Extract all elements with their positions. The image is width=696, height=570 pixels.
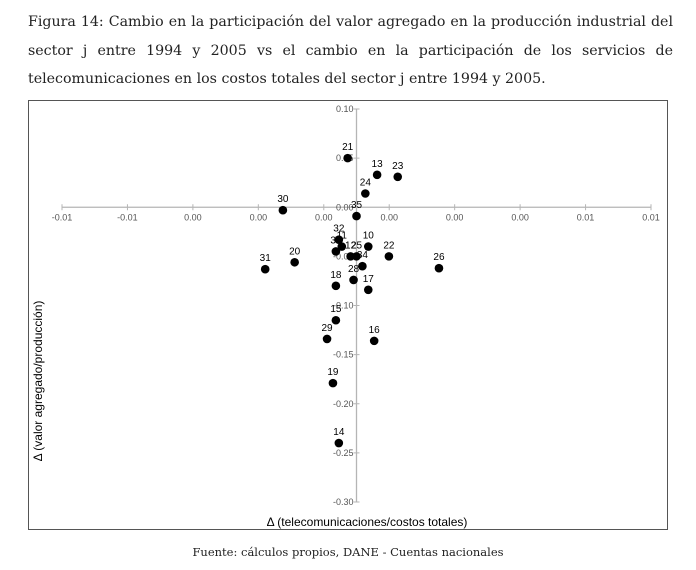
data-point-33 <box>331 247 341 256</box>
data-label-10: 10 <box>363 231 375 242</box>
x-tick-label: -0.01 <box>117 212 138 222</box>
y-tick-label: -0.10 <box>333 301 354 311</box>
data-point-16 <box>369 336 379 346</box>
data-label-29: 29 <box>321 323 333 334</box>
figure-source: Fuente: cálculos propios, DANE - Cuentas… <box>192 545 504 559</box>
data-label-12: 12 <box>345 240 357 251</box>
data-label-17: 17 <box>363 274 375 285</box>
y-axis-label: Δ (valor agregado/producción) <box>31 301 45 462</box>
data-point-32 <box>334 235 344 244</box>
data-point-21 <box>343 153 352 163</box>
y-tick-label: -0.25 <box>333 448 354 458</box>
x-tick-label: 0.00 <box>446 212 464 222</box>
data-label-30: 30 <box>277 194 289 205</box>
data-label-15: 15 <box>330 304 342 315</box>
data-point-18 <box>331 281 341 291</box>
data-label-34: 34 <box>357 250 369 261</box>
y-tick-label: -0.20 <box>333 399 354 409</box>
data-label-26: 26 <box>433 252 445 263</box>
y-tick-label: -0.30 <box>333 497 354 507</box>
x-tick-label: 0.00 <box>250 212 268 222</box>
data-label-31: 31 <box>260 253 272 264</box>
x-tick-label: 0.01 <box>577 212 595 222</box>
data-point-31 <box>260 264 270 274</box>
data-point-23 <box>393 172 403 182</box>
data-point-17 <box>363 285 373 295</box>
data-point-26 <box>434 263 444 273</box>
data-label-22: 22 <box>383 240 395 251</box>
x-tick-label: 0.00 <box>511 212 529 222</box>
data-point-34 <box>358 261 367 271</box>
data-label-23: 23 <box>392 161 404 172</box>
data-point-24 <box>361 189 370 198</box>
data-label-28: 28 <box>348 264 360 275</box>
data-point-29 <box>322 334 332 344</box>
y-tick-label: -0.15 <box>333 350 354 360</box>
data-label-13: 13 <box>372 159 384 170</box>
figure-caption: Figura 14: Cambio en la participación de… <box>28 14 673 87</box>
data-point-15 <box>331 315 341 325</box>
x-tick-label: -0.01 <box>52 212 73 222</box>
x-axis-label: Δ (telecomunicaciones/costos totales) <box>267 515 468 529</box>
data-label-32: 32 <box>333 224 345 235</box>
data-point-12 <box>346 252 355 261</box>
data-point-14 <box>334 438 344 448</box>
data-point-11 <box>337 242 347 251</box>
data-label-19: 19 <box>327 367 339 378</box>
data-label-25: 25 <box>351 240 363 251</box>
scatter-chart: -0.01 -0.01 0.00 0.00 0.00 0.00 0.00 0.00 0.01 0.… <box>31 104 660 529</box>
data-point-13 <box>372 170 382 180</box>
x-tick-label: 0.01 <box>642 212 660 222</box>
data-point-19 <box>328 378 338 388</box>
data-point-35 <box>352 211 361 221</box>
y-tick-label: 0.00 <box>336 202 354 212</box>
data-point-22 <box>384 252 394 261</box>
data-label-33: 33 <box>330 235 342 246</box>
data-point-30 <box>278 205 288 215</box>
y-tick-label: 0.10 <box>336 104 354 114</box>
data-point-10 <box>363 242 373 251</box>
chart-frame: -0.01 -0.01 0.00 0.00 0.00 0.00 0.00 0.00 0.01 0.… <box>28 100 668 530</box>
data-point-25 <box>352 252 361 261</box>
data-label-16: 16 <box>369 325 381 336</box>
data-label-21: 21 <box>342 142 354 153</box>
data-label-35: 35 <box>351 200 363 211</box>
data-label-20: 20 <box>289 246 301 257</box>
data-point-20 <box>290 257 299 267</box>
x-tick-label: 0.00 <box>184 212 202 222</box>
data-label-11: 11 <box>337 231 348 242</box>
data-point-28 <box>349 275 358 285</box>
x-tick-label: 0.00 <box>315 212 333 222</box>
data-label-14: 14 <box>333 427 345 438</box>
y-tick-label: -0.05 <box>333 251 354 261</box>
axes: -0.01 -0.01 0.00 0.00 0.00 0.00 0.00 0.00 0.01 0.… <box>52 104 660 507</box>
data-label-24: 24 <box>360 177 372 188</box>
x-tick-label: 0.00 <box>380 212 398 222</box>
data-label-18: 18 <box>330 270 342 281</box>
